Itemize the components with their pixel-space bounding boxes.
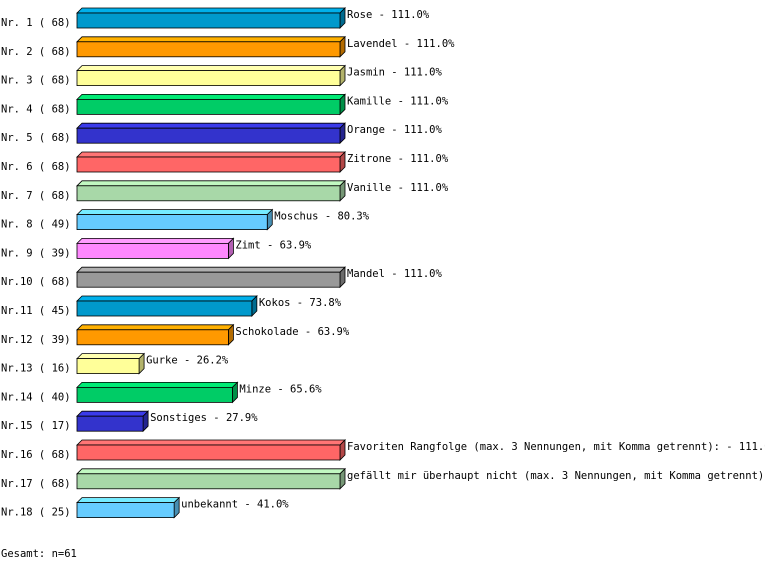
bar bbox=[76, 352, 146, 375]
bar-front bbox=[76, 502, 175, 519]
bar-front bbox=[76, 271, 341, 288]
bar-top bbox=[76, 65, 346, 71]
bar-top bbox=[76, 266, 346, 273]
bar-top bbox=[76, 122, 346, 129]
bar-front bbox=[76, 444, 341, 461]
bar bbox=[76, 439, 346, 461]
bar-front bbox=[76, 127, 341, 144]
bar-label: Zimt - 63.9% bbox=[235, 239, 312, 251]
row-label: Nr.12 ( 39) bbox=[1, 334, 71, 346]
row-label: Nr. 9 ( 39) bbox=[1, 247, 71, 259]
bar-label: Favoriten Rangfolge (max. 3 Nennungen, m… bbox=[347, 441, 765, 453]
bar-label: Schokolade - 63.9% bbox=[235, 326, 349, 338]
bar bbox=[76, 208, 274, 231]
bar bbox=[76, 35, 346, 58]
bar bbox=[76, 122, 346, 145]
bar-top bbox=[76, 324, 235, 331]
bar bbox=[76, 496, 181, 519]
bar-top bbox=[76, 209, 274, 216]
bar-top bbox=[76, 497, 181, 504]
bar-label: Vanille - 111.0% bbox=[347, 182, 449, 194]
bar-top bbox=[76, 36, 346, 43]
bar bbox=[76, 323, 235, 346]
row-label: Nr.17 ( 68) bbox=[1, 478, 71, 490]
row-label: Nr. 7 ( 68) bbox=[1, 190, 71, 202]
row-label: Nr.13 ( 16) bbox=[1, 363, 71, 375]
bar-front bbox=[76, 242, 229, 259]
bar bbox=[76, 295, 258, 317]
bar-front bbox=[76, 300, 253, 317]
bar-front bbox=[76, 329, 229, 346]
bar-top bbox=[76, 180, 346, 187]
row-label: Nr. 2 ( 68) bbox=[1, 46, 71, 58]
bar-label: Orange - 111.0% bbox=[347, 124, 443, 136]
bar-front bbox=[76, 99, 341, 115]
bar-front bbox=[76, 41, 341, 58]
bar-top bbox=[76, 7, 346, 14]
bar-front bbox=[76, 12, 341, 29]
bar-front bbox=[76, 70, 341, 86]
bar-label: Kamille - 111.0% bbox=[347, 95, 449, 107]
row-label: Nr.10 ( 68) bbox=[1, 276, 71, 288]
bar bbox=[76, 64, 346, 87]
bar-front bbox=[76, 214, 268, 231]
bar bbox=[76, 467, 346, 490]
bar-top bbox=[76, 237, 235, 244]
row-label: Nr.16 ( 68) bbox=[1, 449, 71, 461]
bar-front bbox=[76, 185, 341, 202]
row-label: Nr. 3 ( 68) bbox=[1, 75, 71, 87]
bar-label: unbekannt - 41.0% bbox=[181, 499, 289, 511]
row-label: Nr.18 ( 25) bbox=[1, 507, 71, 519]
bar-front bbox=[76, 358, 140, 375]
bar bbox=[76, 151, 346, 173]
bar bbox=[76, 237, 235, 260]
row-label: Nr.11 ( 45) bbox=[1, 305, 71, 317]
bar-front bbox=[76, 415, 144, 432]
bar-top bbox=[76, 353, 146, 360]
bar-top bbox=[76, 295, 258, 302]
bar-label: Minze - 65.6% bbox=[239, 383, 322, 395]
bar-label: Mandel - 111.0% bbox=[347, 268, 443, 280]
row-label: Nr. 6 ( 68) bbox=[1, 161, 71, 173]
bar-label: Zitrone - 111.0% bbox=[347, 153, 449, 165]
bar bbox=[76, 179, 346, 202]
bar-top bbox=[76, 439, 346, 446]
bar-top bbox=[76, 381, 239, 388]
row-label: Nr. 5 ( 68) bbox=[1, 132, 71, 144]
bar-top bbox=[76, 468, 346, 475]
row-label: Nr.15 ( 17) bbox=[1, 420, 71, 432]
bar-label: Gurke - 26.2% bbox=[146, 355, 229, 367]
bar-top bbox=[76, 94, 346, 100]
bar bbox=[76, 7, 346, 29]
row-label: Nr.14 ( 40) bbox=[1, 391, 71, 403]
bar bbox=[76, 381, 239, 404]
bar-top bbox=[76, 410, 150, 417]
bar-front bbox=[76, 156, 341, 173]
row-label: Nr. 1 ( 68) bbox=[1, 17, 71, 29]
bar-label: Moschus - 80.3% bbox=[274, 211, 370, 223]
bar-label: gefällt mir überhaupt nicht (max. 3 Nenn… bbox=[347, 470, 765, 482]
bar-top bbox=[76, 151, 346, 158]
bar-front bbox=[76, 386, 233, 403]
bar bbox=[76, 410, 150, 433]
bar-label: Jasmin - 111.0% bbox=[347, 67, 443, 79]
row-label: Nr. 4 ( 68) bbox=[1, 103, 71, 115]
bar-front bbox=[76, 473, 341, 490]
bar bbox=[76, 93, 346, 116]
bar-label: Sonstiges - 27.9% bbox=[150, 412, 258, 424]
bar bbox=[76, 266, 346, 289]
bar-label: Rose - 111.0% bbox=[347, 9, 430, 21]
bar-label: Lavendel - 111.0% bbox=[347, 38, 455, 50]
row-label: Nr. 8 ( 49) bbox=[1, 219, 71, 231]
bar-label: Kokos - 73.8% bbox=[259, 297, 342, 309]
footer: Gesamt: n=61 bbox=[1, 548, 77, 560]
